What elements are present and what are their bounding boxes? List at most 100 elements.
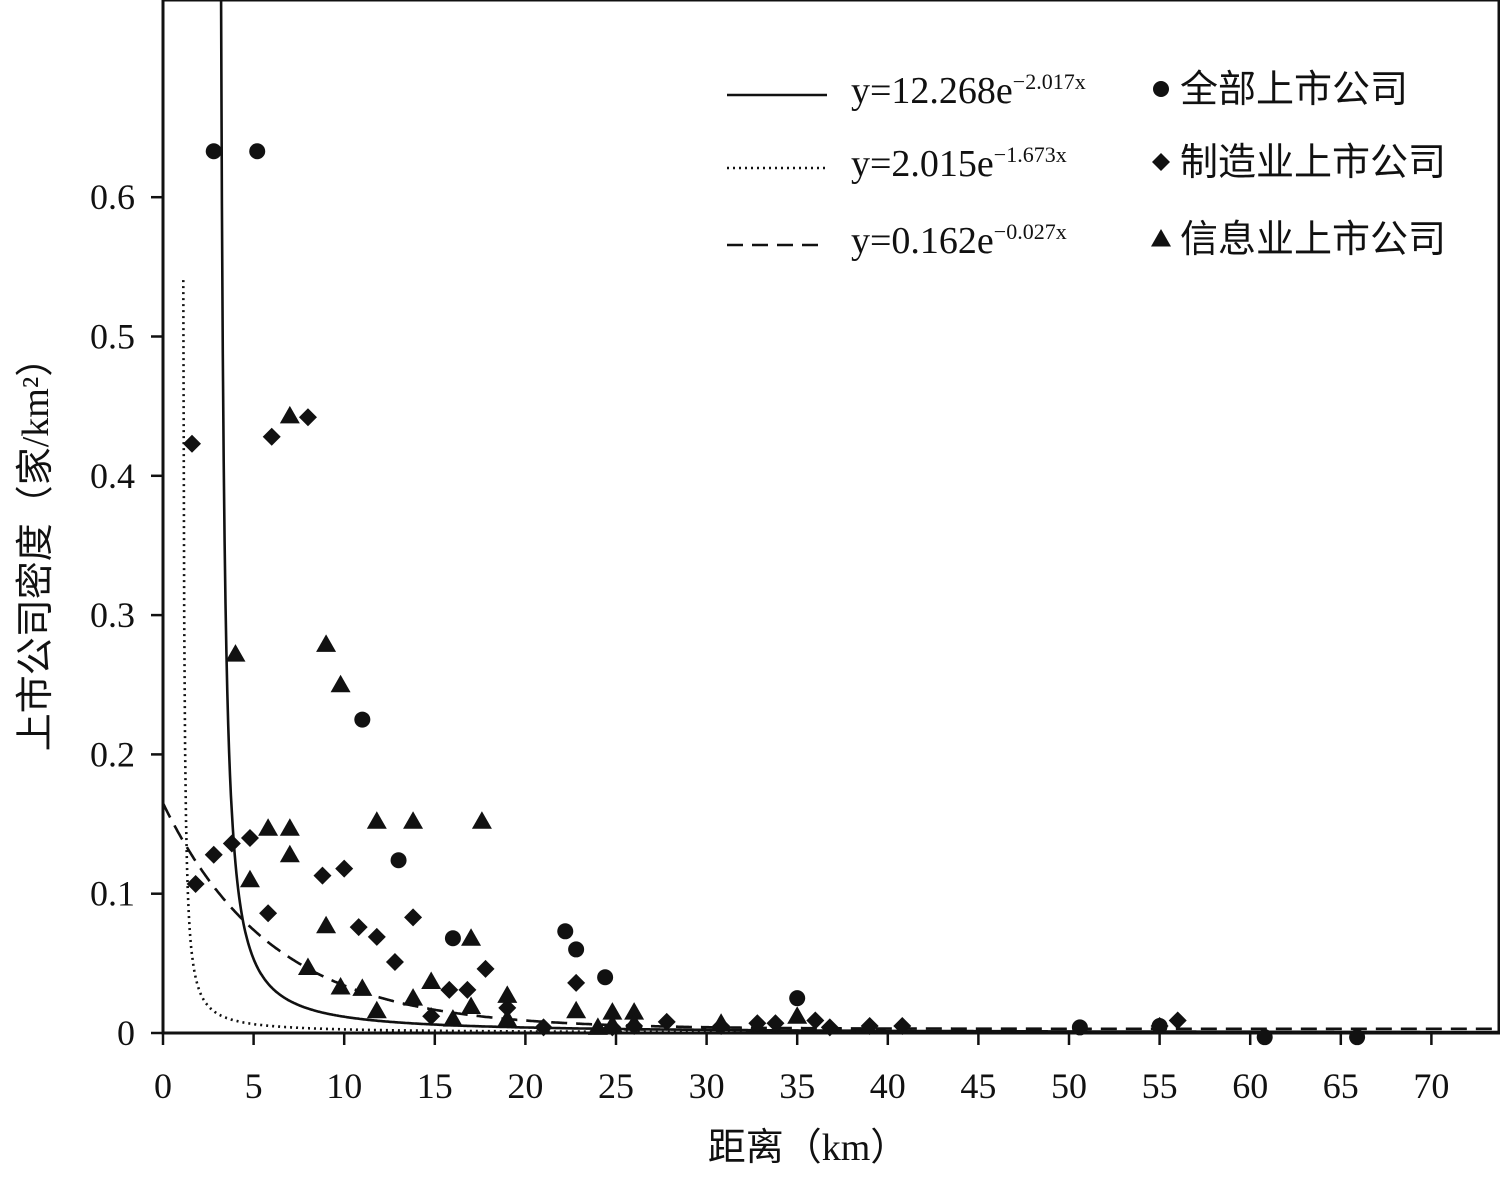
diamond-marker bbox=[298, 408, 317, 427]
legend-fit-label: y=2.015e−1.673x bbox=[851, 142, 1067, 185]
diamond-marker bbox=[204, 845, 223, 864]
legend-series-label: 制造业上市公司 bbox=[1180, 142, 1446, 184]
diamond-marker bbox=[1168, 1011, 1187, 1030]
diamond-marker bbox=[498, 998, 517, 1017]
triangle-marker bbox=[330, 977, 351, 995]
x-tick-label: 55 bbox=[1142, 1066, 1178, 1106]
diamond-marker bbox=[567, 973, 586, 992]
triangle-marker bbox=[421, 971, 442, 989]
diamond-marker bbox=[458, 980, 477, 999]
triangle-marker bbox=[624, 1002, 645, 1020]
triangle-marker bbox=[366, 1000, 387, 1019]
circle-marker bbox=[789, 990, 806, 1007]
diamond-marker bbox=[182, 434, 201, 453]
diamond-marker bbox=[335, 859, 354, 878]
y-tick-label: 0.1 bbox=[90, 874, 135, 914]
triangle-marker bbox=[239, 869, 260, 888]
triangle-marker bbox=[258, 818, 279, 836]
legend-triangle-marker bbox=[1151, 229, 1171, 247]
circle-marker bbox=[1256, 1029, 1273, 1046]
circle-marker bbox=[205, 143, 222, 160]
diamond-marker bbox=[657, 1012, 676, 1031]
circle-marker bbox=[557, 923, 574, 940]
triangle-marker bbox=[566, 1000, 587, 1019]
x-tick-label: 35 bbox=[779, 1066, 815, 1106]
circle-marker bbox=[597, 969, 614, 986]
legend-diamond-marker bbox=[1152, 153, 1170, 171]
triangle-marker bbox=[461, 928, 482, 946]
triangle-marker bbox=[787, 1006, 808, 1024]
y-tick-label: 0.4 bbox=[90, 456, 135, 496]
x-tick-label: 30 bbox=[689, 1066, 725, 1106]
x-tick-label: 10 bbox=[326, 1066, 362, 1106]
x-tick-label: 70 bbox=[1413, 1066, 1449, 1106]
triangle-marker bbox=[352, 978, 373, 996]
diamond-marker bbox=[476, 959, 495, 978]
triangle-marker bbox=[403, 811, 424, 829]
triangle-marker bbox=[316, 634, 337, 652]
diamond-marker bbox=[440, 980, 459, 999]
legend-series-label: 信息业上市公司 bbox=[1180, 219, 1446, 261]
circle-marker bbox=[354, 711, 371, 728]
x-tick-label: 40 bbox=[870, 1066, 906, 1106]
x-tick-label: 25 bbox=[598, 1066, 634, 1106]
diamond-marker bbox=[422, 1007, 441, 1026]
x-tick-label: 5 bbox=[245, 1066, 263, 1106]
y-tick-label: 0.3 bbox=[90, 595, 135, 635]
circle-marker bbox=[390, 852, 407, 869]
circle-marker bbox=[1071, 1019, 1088, 1036]
triangle-marker bbox=[366, 811, 387, 829]
diamond-marker bbox=[262, 427, 281, 446]
x-tick-label: 0 bbox=[154, 1066, 172, 1106]
legend-circle-marker bbox=[1153, 81, 1169, 97]
triangle-marker bbox=[497, 1009, 518, 1027]
legend-fit-label: y=12.268e−2.017x bbox=[851, 69, 1086, 112]
triangle-marker bbox=[279, 818, 300, 836]
fit-line-solid bbox=[219, 0, 1499, 1033]
triangle-marker bbox=[225, 644, 246, 662]
triangle-marker bbox=[330, 674, 351, 693]
triangle-marker bbox=[461, 996, 482, 1015]
triangle-marker bbox=[316, 915, 337, 934]
y-tick-label: 0 bbox=[117, 1013, 135, 1053]
x-axis-ticks: 0 5 10 15 20 25 30 35 40 45 50 55 60 65 70 bbox=[154, 1033, 1449, 1106]
diamond-marker bbox=[806, 1011, 825, 1030]
diamond-marker bbox=[259, 904, 278, 923]
x-tick-label: 60 bbox=[1232, 1066, 1268, 1106]
y-tick-label: 0.6 bbox=[90, 177, 135, 217]
triangle-marker bbox=[471, 811, 492, 829]
triangle-marker bbox=[297, 957, 318, 976]
diamond-marker bbox=[860, 1017, 879, 1036]
circle-marker bbox=[444, 930, 461, 947]
legend: y=12.268e−2.017x y=2.015e−1.673x y=0.162e−… bbox=[727, 69, 1446, 262]
diamond-marker bbox=[222, 834, 241, 853]
circle-marker bbox=[568, 941, 585, 958]
diamond-marker bbox=[240, 828, 259, 847]
x-tick-label: 50 bbox=[1051, 1066, 1087, 1106]
diamond-marker bbox=[367, 927, 386, 946]
y-tick-label: 0.5 bbox=[90, 317, 135, 357]
triangle-marker bbox=[711, 1013, 732, 1031]
x-tick-label: 65 bbox=[1323, 1066, 1359, 1106]
diamond-marker bbox=[766, 1014, 785, 1033]
x-tick-label: 15 bbox=[417, 1066, 453, 1106]
triangle-marker bbox=[403, 988, 424, 1006]
diamond-marker bbox=[534, 1018, 553, 1037]
diamond-marker bbox=[820, 1018, 839, 1037]
y-tick-label: 0.2 bbox=[90, 734, 135, 774]
x-tick-label: 20 bbox=[507, 1066, 543, 1106]
triangle-marker bbox=[279, 844, 300, 863]
legend-fit-label: y=0.162e−0.027x bbox=[851, 219, 1067, 262]
diamond-marker bbox=[349, 918, 368, 937]
x-tick-label: 45 bbox=[960, 1066, 996, 1106]
y-axis-ticks: 0 0.1 0.2 0.3 0.4 0.5 0.6 bbox=[90, 177, 163, 1053]
triangle-marker bbox=[587, 1017, 608, 1035]
legend-series-label: 全部上市公司 bbox=[1180, 69, 1408, 111]
x-axis-label: 距离（km） bbox=[708, 1127, 909, 1169]
triangle-marker bbox=[602, 1002, 623, 1020]
diamond-marker bbox=[385, 952, 404, 971]
circle-marker bbox=[249, 143, 266, 160]
diamond-marker bbox=[404, 908, 423, 927]
